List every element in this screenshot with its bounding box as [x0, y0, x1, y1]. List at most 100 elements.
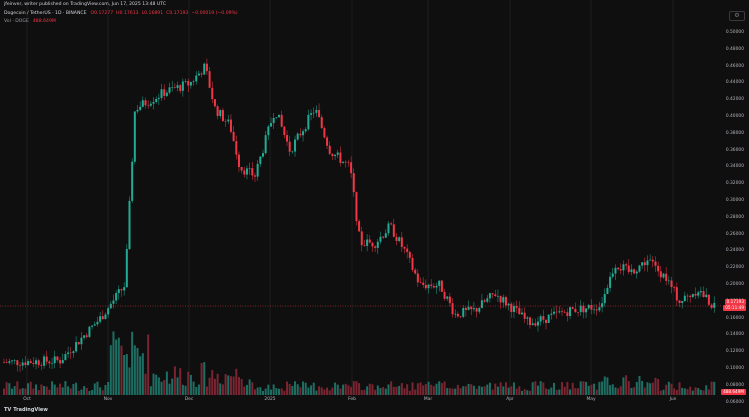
volume-bar: [294, 381, 297, 395]
volume-bar: [582, 381, 585, 395]
volume-bar: [371, 384, 374, 395]
volume-bar: [8, 383, 11, 395]
volume-bar: [384, 388, 387, 395]
volume-bar: [563, 386, 566, 395]
volume-bar: [72, 384, 75, 395]
volume-bar: [649, 383, 652, 395]
volume-bar: [587, 385, 590, 395]
price-axis-label: 0.08000: [725, 382, 744, 388]
symbol-row: Dogecoin / TetherUS · 1D · BINANCE O0.17…: [4, 11, 241, 16]
candle-body: [53, 356, 56, 364]
volume-bar: [187, 371, 190, 395]
volume-bar: [96, 381, 99, 395]
volume-bar: [48, 389, 51, 395]
candle-body: [515, 306, 518, 308]
candle-body: [512, 306, 515, 312]
price-axis-label: 0.12000: [725, 349, 744, 355]
price-axis-label: 0.42000: [725, 97, 744, 103]
volume-bar: [88, 390, 91, 395]
candle-body: [16, 360, 19, 366]
candle-body: [494, 294, 497, 297]
candle-body: [181, 81, 184, 91]
volume-bar: [577, 388, 580, 395]
candle-body: [374, 246, 377, 248]
volume-bar: [633, 387, 636, 395]
candle-body: [232, 131, 235, 142]
volume-bar: [499, 382, 502, 395]
volume-bar: [80, 389, 83, 395]
volume-bar: [272, 384, 275, 395]
volume-bar: [374, 389, 377, 395]
volume-bar: [131, 331, 134, 395]
candle-body: [558, 311, 561, 313]
volume-bar: [414, 389, 417, 395]
candle-body: [430, 284, 433, 286]
candle-body: [259, 156, 262, 164]
candle-body: [243, 170, 246, 175]
volume-bar: [112, 331, 115, 395]
candle-body: [184, 80, 187, 82]
candle-body: [587, 305, 590, 309]
candle-body: [248, 168, 251, 169]
candle-body: [360, 231, 363, 246]
volume-bar: [275, 388, 278, 395]
volume-bar: [553, 382, 556, 395]
volume-bar: [51, 381, 54, 395]
price-axis-label: 0.16000: [725, 315, 744, 321]
candle-body: [8, 361, 11, 363]
candle-body: [224, 121, 227, 122]
candle-body: [614, 267, 617, 274]
candle-body: [149, 103, 152, 106]
volume-bar: [149, 386, 152, 395]
volume-bar: [593, 383, 596, 395]
volume-bar: [29, 381, 32, 395]
volume-bar: [590, 384, 593, 395]
candle-body: [160, 89, 163, 98]
volume-bar: [173, 366, 176, 395]
candle-body: [454, 313, 457, 315]
candle-body: [635, 271, 638, 274]
candle-body: [221, 110, 224, 122]
candle-body: [117, 289, 120, 294]
volume-bar: [707, 389, 710, 395]
candle-body: [446, 296, 449, 299]
volume-bar: [355, 381, 358, 395]
price-axis-label: 0.44000: [725, 80, 744, 86]
volume-bar: [227, 375, 230, 395]
volume-bar: [141, 353, 144, 395]
volume-bar: [224, 374, 227, 395]
candle-body: [3, 362, 5, 363]
candle-body: [443, 291, 446, 299]
tradingview-logo[interactable]: TV TradingView: [4, 407, 48, 413]
candle-body: [400, 237, 403, 247]
candle-body: [609, 276, 612, 288]
volume-bar: [235, 368, 238, 395]
volume-bar: [213, 378, 216, 395]
candle-body: [627, 265, 630, 273]
price-axis-label: 0.34000: [725, 164, 744, 170]
volume-bar: [512, 382, 515, 395]
candle-body: [213, 99, 216, 107]
candle-body: [368, 239, 371, 243]
volume-row: Vol · DOGE 488.649M: [4, 19, 56, 24]
candle-body: [408, 251, 411, 258]
volume-bar: [430, 384, 433, 395]
price-axis-label: 0.30000: [725, 198, 744, 203]
time-axis-label: Apr: [506, 397, 514, 402]
candle-body: [59, 360, 62, 364]
volume-bar: [75, 382, 78, 395]
open-value: O0.17277: [90, 11, 114, 16]
candle-body: [123, 287, 126, 291]
volume-bar: [475, 388, 478, 395]
candle-body: [128, 200, 131, 250]
volume-bar: [323, 389, 326, 395]
candle-body: [133, 111, 136, 162]
volume-bar: [603, 376, 606, 395]
volume-bar: [37, 390, 40, 395]
tradingview-logo-text: TradingView: [13, 407, 48, 413]
settings-icon[interactable]: ⚙: [729, 11, 745, 21]
volume-bar: [515, 388, 518, 395]
symbol-name[interactable]: Dogecoin / TetherUS · 1D · BINANCE: [4, 11, 87, 16]
volume-bar: [398, 385, 401, 395]
